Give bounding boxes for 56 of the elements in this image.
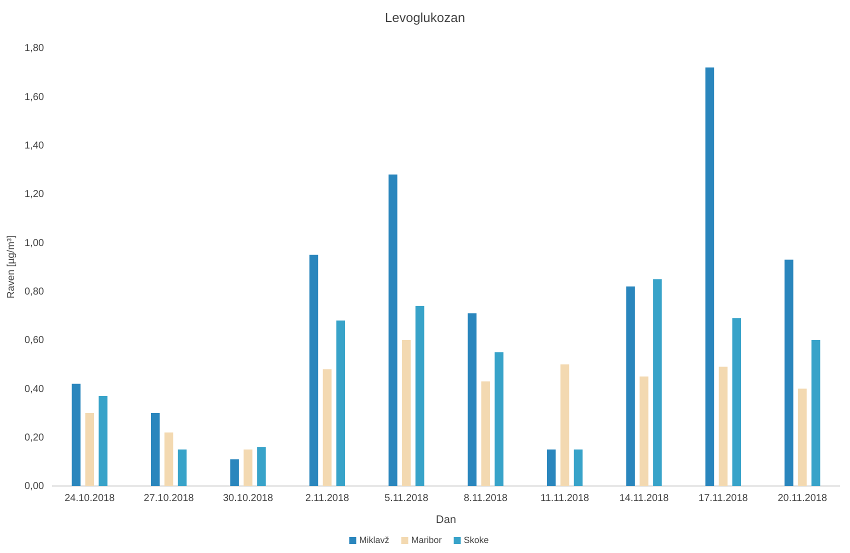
x-tick-label: 30.10.2018	[222, 493, 274, 504]
legend-label: Skoke	[464, 535, 489, 545]
y-tick-label: 1,80	[24, 43, 44, 54]
bar	[85, 413, 94, 486]
bar	[574, 450, 583, 486]
bar	[653, 279, 662, 486]
bar	[626, 286, 635, 486]
bar	[257, 447, 266, 486]
x-axis-title: Dan	[436, 514, 456, 526]
x-tick-label: 2.11.2018	[305, 493, 350, 504]
bar	[640, 376, 648, 486]
bar	[388, 174, 398, 486]
y-axis-title: Raven [µg/m³]	[6, 235, 17, 299]
bar	[811, 340, 820, 486]
bar	[244, 450, 252, 486]
bar	[798, 388, 807, 486]
x-tick-label: 11.11.2018	[540, 493, 590, 504]
bar	[718, 366, 728, 486]
x-tick-label: 24.10.2018	[64, 493, 116, 504]
legend-label: Miklavž	[359, 535, 390, 545]
y-tick-label: 1,60	[24, 92, 44, 103]
bar	[309, 254, 318, 486]
bar	[336, 320, 346, 486]
x-tick-label: 27.10.2018	[144, 493, 194, 504]
bar	[784, 260, 794, 486]
bar	[150, 413, 160, 486]
legend-label: Maribor	[411, 535, 442, 545]
chart-title: Levoglukozan	[384, 10, 466, 25]
bar	[415, 306, 424, 486]
bar	[322, 369, 332, 486]
bar	[72, 384, 81, 486]
bar	[705, 67, 714, 486]
bar	[494, 352, 504, 486]
y-tick-label: 1,40	[24, 140, 44, 152]
bar	[732, 318, 742, 486]
bar	[98, 396, 108, 486]
bar	[164, 432, 174, 486]
x-tick-label: 5.11.2018	[384, 493, 429, 504]
y-tick-label: 0,40	[24, 384, 44, 395]
x-tick-label: 20.11.2018	[778, 493, 828, 504]
bar	[402, 340, 411, 486]
y-tick-label: 0,80	[24, 286, 44, 298]
bar	[560, 364, 570, 486]
y-tick-label: 1,00	[24, 238, 44, 249]
bar	[230, 459, 239, 486]
bar	[468, 313, 477, 486]
y-tick-label: 1,20	[24, 189, 44, 200]
x-tick-label: 17.11.2018	[698, 493, 748, 504]
bar	[481, 381, 490, 486]
x-tick-label: 14.11.2018	[619, 493, 670, 504]
bar	[546, 450, 556, 486]
x-tick-label: 8.11.2018	[464, 493, 508, 504]
y-tick-label: 0,00	[24, 481, 44, 492]
y-tick-label: 0,60	[24, 335, 44, 346]
y-tick-label: 0,20	[24, 432, 44, 444]
bar	[178, 450, 187, 486]
